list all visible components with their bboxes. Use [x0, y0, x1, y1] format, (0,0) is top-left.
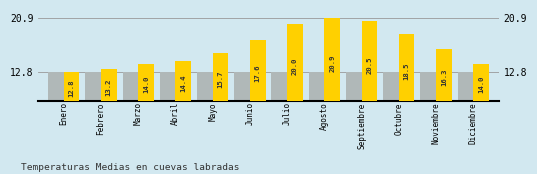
Text: 18.5: 18.5 [404, 62, 410, 80]
Bar [64, 72, 79, 101]
Text: 20.9: 20.9 [329, 55, 335, 72]
Text: 16.3: 16.3 [441, 69, 447, 86]
Bar [436, 49, 452, 101]
Bar [272, 72, 287, 101]
Bar [287, 24, 303, 101]
Text: 17.6: 17.6 [255, 65, 260, 82]
Bar [159, 72, 176, 101]
Text: 14.4: 14.4 [180, 74, 186, 92]
Bar [324, 18, 340, 101]
Text: Temperaturas Medias en cuevas labradas: Temperaturas Medias en cuevas labradas [21, 163, 240, 172]
Text: 15.7: 15.7 [217, 70, 223, 88]
Bar [383, 72, 399, 101]
Text: 14.0: 14.0 [478, 76, 484, 93]
Bar [213, 53, 228, 101]
Bar [250, 40, 265, 101]
Text: 20.0: 20.0 [292, 58, 298, 75]
Bar [361, 21, 378, 101]
Text: 13.2: 13.2 [106, 78, 112, 96]
Bar [458, 72, 473, 101]
Bar [399, 34, 415, 101]
Bar [101, 69, 117, 101]
Bar [138, 64, 154, 101]
Bar [176, 61, 191, 101]
Bar [48, 72, 64, 101]
Bar [122, 72, 138, 101]
Text: 12.8: 12.8 [69, 79, 75, 97]
Bar [234, 72, 250, 101]
Bar [346, 72, 361, 101]
Bar [85, 72, 101, 101]
Bar [473, 64, 489, 101]
Bar [420, 72, 436, 101]
Bar [309, 72, 324, 101]
Text: 20.5: 20.5 [366, 56, 373, 74]
Text: 14.0: 14.0 [143, 76, 149, 93]
Bar [197, 72, 213, 101]
